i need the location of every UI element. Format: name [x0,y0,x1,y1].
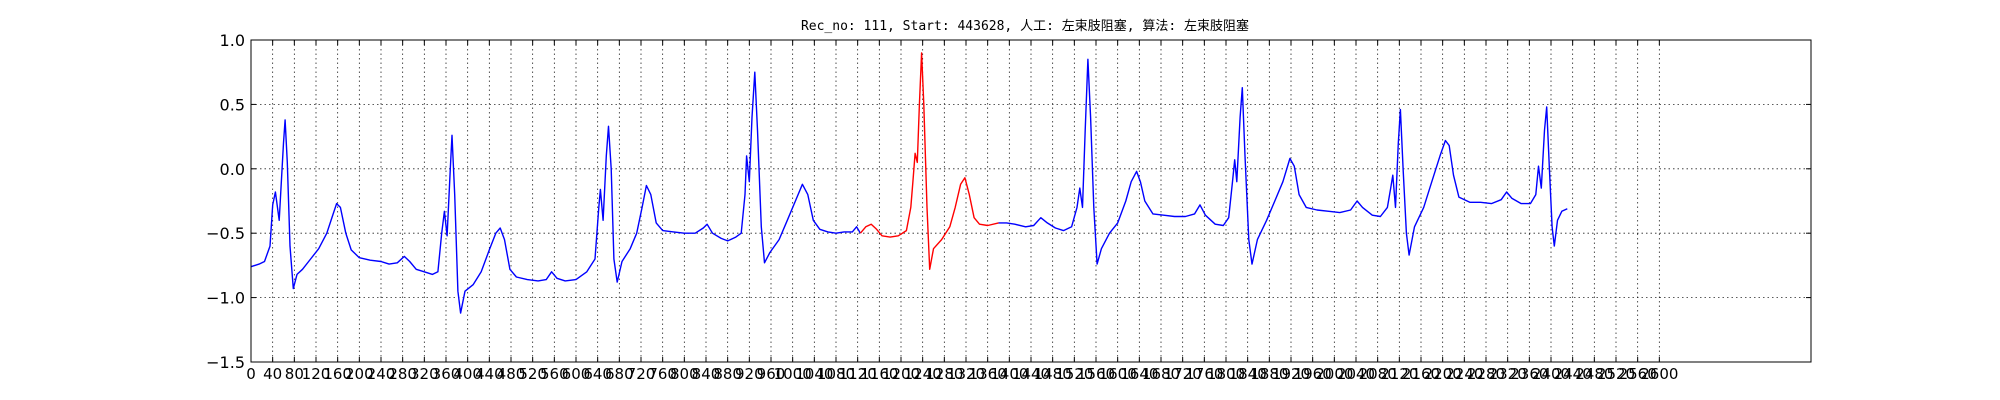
x-tick-label: 1880 [1250,365,1288,383]
x-tick-label: 840 [692,365,721,383]
x-tick-label: 1400 [990,365,1028,383]
x-tick-label: 1240 [904,365,942,383]
x-tick-label: 1800 [1207,365,1245,383]
x-tick-label: 2560 [1619,365,1657,383]
x-tick-label: 720 [627,365,656,383]
axes-frame [250,39,1812,363]
x-tick-label: 1160 [860,365,898,383]
axis-ticks: 1.0 0.5 0.0 −0.5 −1.0 −1.50 40 8012016020024028… [206,31,1811,383]
x-tick-label: 240 [367,365,396,383]
x-tick-label: 1360 [969,365,1007,383]
x-tick-label: 1320 [947,365,985,383]
y-tick-label: 0.5 [220,95,245,114]
x-tick-label: 2120 [1380,365,1418,383]
x-tick-label: 1760 [1185,365,1223,383]
x-tick-label: 360 [432,365,461,383]
x-tick-label: 1720 [1164,365,1202,383]
x-tick-label: 920 [735,365,764,383]
ecg-trace [250,71,862,314]
x-tick-label: 1280 [925,365,963,383]
ecg-trace [998,58,1568,265]
x-tick-label: 520 [518,365,547,383]
x-tick-label: 1840 [1229,365,1267,383]
x-tick-label: 600 [562,365,591,383]
x-tick-label: 480 [497,365,526,383]
x-tick-label: 1520 [1055,365,1093,383]
x-tick-label: 1560 [1077,365,1115,383]
x-tick-label: 320 [410,365,439,383]
x-tick-label: 2160 [1402,365,1440,383]
x-tick-label: 400 [453,365,482,383]
x-tick-label: 2600 [1640,365,1678,383]
x-tick-label: 200 [345,365,374,383]
x-tick-label: 440 [475,365,504,383]
x-tick-label: 1000 [774,365,812,383]
ecg-trace-highlighted [859,52,999,270]
x-tick-label: 760 [648,365,677,383]
y-tick-label: 0.0 [220,160,245,179]
x-tick-label: 1640 [1120,365,1158,383]
x-tick-label: 40 [263,365,282,383]
x-tick-label: 2000 [1315,365,1353,383]
x-tick-label: 1680 [1142,365,1180,383]
x-tick-label: 280 [388,365,417,383]
grid-lines [250,39,1811,363]
x-tick-label: 1480 [1034,365,1072,383]
chart-title: Rec_no: 111, Start: 443628, 人工: 左束肢阻塞, 算… [801,18,1249,34]
x-tick-label: 640 [583,365,612,383]
x-tick-label: 2280 [1467,365,1505,383]
x-tick-label: 2240 [1445,365,1483,383]
x-tick-label: 2200 [1424,365,1462,383]
x-tick-label: 2320 [1489,365,1527,383]
x-tick-label: 960 [757,365,786,383]
x-tick-label: 2440 [1554,365,1592,383]
x-tick-label: 1440 [1012,365,1050,383]
x-tick-label: 1080 [817,365,855,383]
x-tick-label: 2520 [1597,365,1635,383]
x-tick-label: 2360 [1510,365,1548,383]
x-tick-label: 1600 [1099,365,1137,383]
x-tick-label: 1040 [795,365,833,383]
x-tick-label: 680 [605,365,634,383]
y-tick-label: −1.5 [206,353,245,372]
y-tick-label: 1.0 [220,31,245,50]
x-tick-label: 160 [323,365,352,383]
x-tick-label: 2040 [1337,365,1375,383]
x-tick-label: 0 [246,365,256,383]
x-tick-label: 2480 [1575,365,1613,383]
x-tick-label: 1960 [1294,365,1332,383]
x-tick-label: 2400 [1532,365,1570,383]
x-tick-label: 120 [302,365,331,383]
x-tick-label: 2080 [1359,365,1397,383]
x-tick-label: 1120 [839,365,877,383]
x-tick-label: 800 [670,365,699,383]
x-tick-label: 1200 [882,365,920,383]
y-tick-label: −1.0 [206,289,245,308]
x-tick-label: 880 [713,365,742,383]
x-tick-label: 80 [285,365,304,383]
y-tick-label: −0.5 [206,224,245,243]
x-tick-label: 1920 [1272,365,1310,383]
ecg-traces [250,52,1568,314]
x-tick-label: 560 [540,365,569,383]
